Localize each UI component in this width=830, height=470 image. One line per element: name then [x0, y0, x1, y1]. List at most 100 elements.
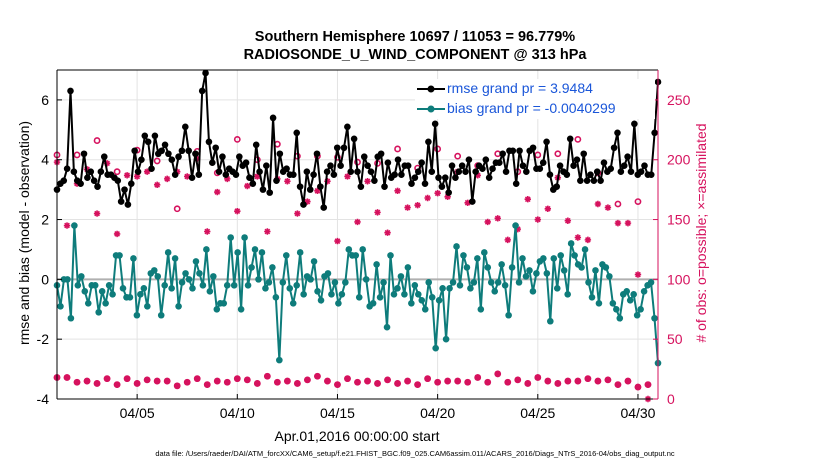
assimilated-count-marker — [434, 190, 441, 197]
rmse-point — [587, 171, 594, 178]
assimilated-count-marker-low — [614, 381, 622, 388]
bias-point — [442, 335, 450, 343]
assimilated-count-marker-low — [644, 381, 652, 388]
rmse-point — [624, 153, 631, 161]
bias-point — [196, 270, 203, 277]
bias-point — [189, 285, 196, 292]
bias-point — [272, 294, 280, 301]
bias-point — [425, 279, 433, 286]
rmse-point — [607, 165, 615, 172]
x-tick-label: 04/15 — [320, 405, 355, 421]
assimilated-count-marker-low — [554, 380, 562, 387]
bias-point — [296, 249, 304, 256]
rmse-point — [330, 171, 338, 178]
rmse-point — [161, 141, 169, 149]
bias-point — [484, 264, 492, 271]
assimilated-count-marker-low — [594, 377, 602, 385]
bias-point — [57, 302, 64, 310]
assimilated-count-marker-low — [234, 375, 241, 382]
rmse-point — [577, 177, 584, 184]
assimilated-count-marker-low — [83, 377, 91, 385]
rmse-point — [242, 159, 250, 167]
assimilated-count-marker — [244, 182, 251, 190]
bias-point — [557, 252, 565, 259]
assimilated-count-marker — [344, 173, 351, 180]
rmse-legend-swatch — [417, 85, 445, 93]
x-tick-label: 04/20 — [420, 405, 455, 421]
bias-point — [213, 305, 221, 313]
bias-point — [64, 276, 71, 283]
assimilated-count-marker — [634, 271, 642, 278]
assimilated-count-marker — [294, 210, 301, 217]
bias-point — [199, 282, 207, 289]
assimilated-count-marker-low — [534, 374, 541, 381]
rmse-point — [367, 168, 375, 175]
y2-tick-label: 0 — [667, 391, 675, 407]
assimilated-count-marker-low — [424, 375, 431, 382]
rmse-point — [87, 168, 95, 175]
bias-point — [383, 323, 391, 331]
possible-count-marker-high — [614, 200, 622, 208]
assimilated-count-marker — [494, 215, 501, 222]
rmse-point — [168, 156, 176, 164]
assimilated-count-marker — [584, 236, 592, 244]
rmse-point — [60, 177, 68, 184]
bias-point — [460, 252, 467, 259]
bias-point — [474, 255, 481, 262]
assimilated-count-marker-low — [634, 383, 642, 391]
bias-point — [526, 267, 533, 274]
bias-point — [522, 273, 530, 280]
rmse-point — [489, 165, 496, 172]
bias-point — [251, 246, 259, 253]
assimilated-count-marker-low — [314, 373, 321, 380]
assimilated-count-marker-low — [163, 377, 171, 385]
bias-point — [543, 270, 551, 277]
rmse-point — [256, 168, 263, 175]
bias-point — [116, 252, 123, 259]
assimilated-count-marker — [334, 237, 341, 245]
rmse-point — [566, 135, 574, 143]
rmse-point — [337, 162, 344, 170]
rmse-point — [212, 144, 219, 152]
assimilated-count-marker-low — [474, 374, 481, 381]
rmse-point — [512, 180, 520, 187]
bias-point — [335, 299, 342, 307]
rmse-point — [516, 147, 523, 155]
rmse-point — [269, 114, 277, 122]
bias-point — [380, 279, 387, 286]
bias-point — [171, 255, 179, 262]
assimilated-count-marker-low — [404, 377, 411, 385]
y-tick-label: 0 — [41, 271, 49, 287]
bias-point — [498, 261, 505, 268]
bias-point — [640, 288, 648, 295]
rmse-point — [455, 168, 463, 175]
bias-point — [533, 270, 540, 277]
bias-point — [609, 299, 617, 307]
rmse-point — [411, 174, 419, 181]
bias-point — [78, 273, 85, 280]
assimilated-count-marker — [474, 172, 481, 179]
possible-count-marker-high — [394, 145, 401, 153]
assimilated-count-marker — [284, 178, 291, 185]
assimilated-count-marker-low — [133, 380, 141, 387]
bias-point — [626, 297, 634, 304]
rmse-point — [523, 168, 530, 175]
rmse-point — [482, 156, 490, 164]
rmse-point — [185, 147, 192, 155]
rmse-point — [465, 156, 473, 164]
bias-point — [95, 308, 102, 316]
assimilated-count-marker — [384, 229, 391, 236]
bias-point — [540, 255, 547, 262]
chart-subtitle: RADIOSONDE_U_WIND_COMPONENT @ 313 hPa — [243, 47, 587, 63]
rmse-point — [293, 129, 301, 137]
bias-point — [571, 252, 578, 259]
bias-point — [105, 282, 113, 289]
bias-point — [317, 297, 325, 304]
assimilated-count-marker-low — [434, 379, 441, 386]
assimilated-count-marker-low — [344, 375, 351, 382]
bias-point — [606, 273, 613, 280]
bias-point — [501, 282, 509, 289]
rmse-point — [300, 201, 307, 208]
bias-point — [446, 285, 453, 292]
rmse-point — [249, 180, 257, 187]
